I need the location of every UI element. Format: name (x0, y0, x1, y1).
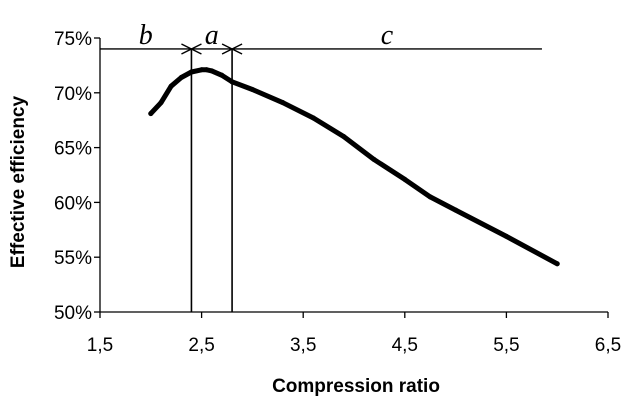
y-tick-label: 60% (54, 193, 92, 214)
region-arrowhead-left (230, 43, 243, 55)
data-point (310, 115, 316, 121)
data-point (402, 176, 408, 182)
y-tick-label: 70% (54, 84, 92, 105)
data-point (219, 72, 225, 78)
x-tick-label: 5,5 (493, 335, 519, 356)
data-point (229, 79, 235, 85)
data-point (503, 233, 509, 239)
series-line (148, 67, 560, 267)
data-point (204, 67, 210, 73)
x-tick-label: 6,5 (595, 335, 621, 356)
data-point (199, 67, 205, 73)
x-axis-title: Compression ratio (272, 376, 440, 397)
region-label-b: b (139, 20, 153, 51)
x-tick-label: 2,5 (188, 335, 214, 356)
data-point (371, 157, 377, 163)
data-point (158, 100, 164, 106)
series-layer (148, 67, 560, 267)
data-point (188, 69, 194, 75)
axes (99, 38, 608, 313)
region-label-c: c (381, 20, 394, 51)
data-point (280, 100, 286, 106)
y-axis-title: Effective efficiency (8, 96, 29, 269)
tick-labels: 50% 55% 60% 65% 70% 75% 1,5 2,5 3,5 4,5 5,5 6,5 (54, 29, 621, 356)
data-point (148, 111, 154, 117)
x-tick-label: 3,5 (290, 335, 316, 356)
data-point (178, 74, 184, 80)
y-tick-label: 75% (54, 29, 92, 50)
data-point (168, 83, 174, 89)
data-point (427, 194, 433, 200)
region-label-a: a (205, 20, 219, 51)
x-tick-label: 1,5 (87, 335, 113, 356)
x-tick-label: 4,5 (392, 335, 418, 356)
data-point (554, 261, 560, 267)
region-arrowhead-left (189, 43, 202, 55)
data-point (209, 68, 215, 74)
y-tick-label: 55% (54, 248, 92, 269)
data-point (249, 87, 255, 93)
y-tick-label: 50% (54, 303, 92, 324)
data-point (341, 134, 347, 140)
y-tick-label: 65% (54, 139, 92, 160)
data-point (453, 207, 459, 213)
tick-marks (94, 37, 609, 318)
region-boundaries (190, 48, 233, 312)
